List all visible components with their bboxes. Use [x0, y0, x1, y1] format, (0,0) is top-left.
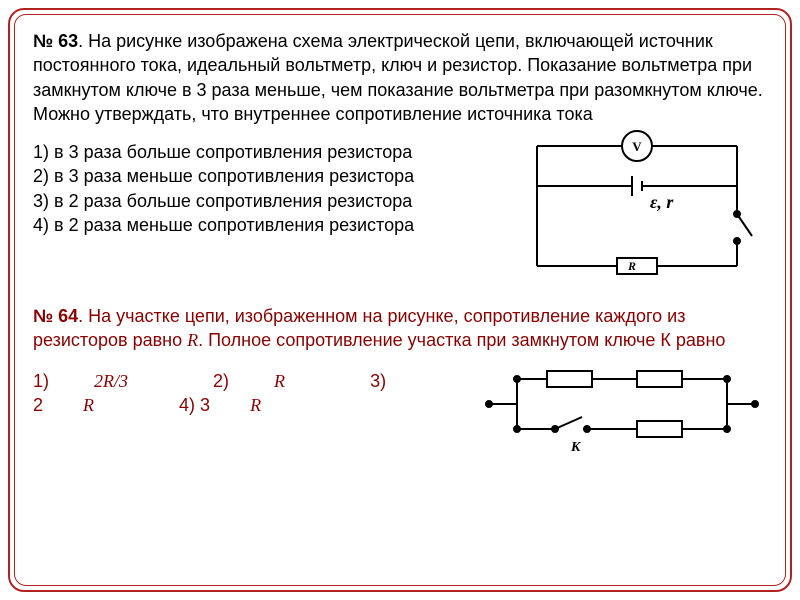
problem-64: № 64. На участке цепи, изображенном на р… — [33, 304, 767, 459]
voltmeter-label: V — [632, 139, 642, 154]
switch-label: K — [570, 440, 582, 455]
problem-63: № 63. На рисунке изображена схема электр… — [33, 29, 767, 286]
problem-64-number: № 64 — [33, 306, 78, 326]
resistor-label: R — [627, 259, 636, 273]
option-64-1: 1) 2R/3 — [33, 371, 168, 391]
problem-63-number: № 63 — [33, 31, 78, 51]
circuit-diagram-63: V ε, r R — [507, 126, 767, 286]
circuit-64-svg: K — [477, 359, 767, 459]
problem-64-R: R — [187, 330, 198, 350]
content-frame: № 63. На рисунке изображена схема электр… — [14, 14, 786, 586]
option-64-4: 4) 3R — [179, 395, 301, 415]
option-64-2: 2) R — [213, 371, 325, 391]
circuit-diagram-64: K — [477, 359, 767, 459]
problem-63-text: . На рисунке изображена схема электричес… — [33, 31, 763, 124]
emf-label: ε, r — [650, 192, 674, 212]
circuit-63-svg: V ε, r R — [507, 126, 767, 286]
problem-64-text-after: . Полное сопротивление участка при замкн… — [198, 330, 725, 350]
